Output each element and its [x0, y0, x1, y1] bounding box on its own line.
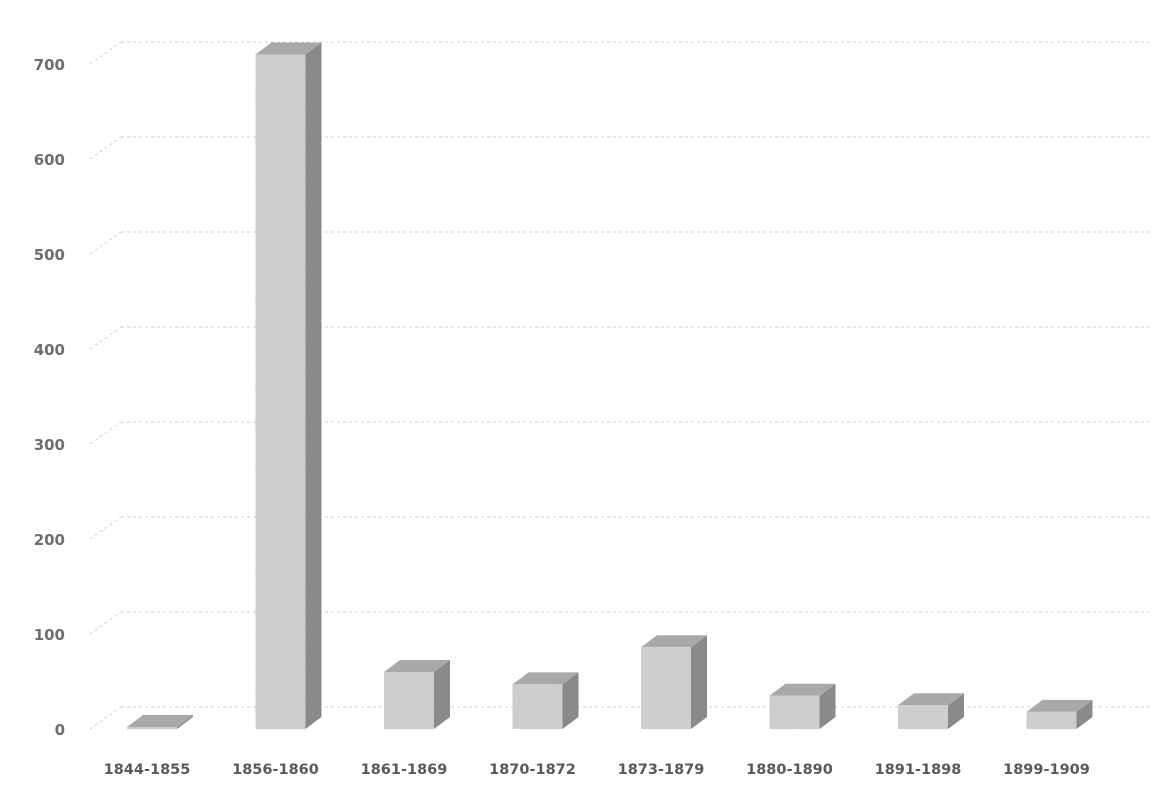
x-tick-label: 1899-1909	[1003, 762, 1090, 778]
bar-top	[512, 672, 579, 685]
bar-top	[384, 660, 450, 672]
bar	[384, 660, 450, 729]
bar-front	[769, 695, 820, 729]
bar	[641, 635, 707, 729]
bar	[1026, 699, 1093, 729]
bar-front	[512, 684, 563, 729]
x-tick-label: 1856-1860	[232, 762, 319, 778]
bar-side	[562, 672, 579, 729]
bar-top	[769, 683, 836, 696]
bar-front	[898, 705, 948, 729]
y-tick-label: 700	[34, 56, 65, 74]
y-tick-label: 600	[34, 151, 65, 169]
bar-front	[641, 647, 691, 729]
y-tick-label: 300	[34, 436, 65, 454]
bar-front	[384, 672, 434, 729]
x-tick-label: 1873-1879	[618, 762, 705, 778]
bar-top	[255, 42, 322, 55]
gridline-side	[89, 41, 122, 65]
bar-side	[305, 42, 322, 729]
x-axis-labels: 1844-1855 1856-1860 1861-1869 1870-1872 1873…	[104, 762, 1090, 778]
bar-side	[177, 715, 193, 729]
bar-side	[1076, 699, 1093, 729]
gridline-side	[89, 611, 122, 635]
gridline-side	[89, 516, 122, 540]
gridlines	[89, 41, 1150, 730]
y-tick-label: 200	[34, 531, 65, 549]
y-tick-label: 100	[34, 626, 65, 644]
y-axis-labels: 0 100 200 300 400 500 600 700	[34, 56, 65, 739]
x-tick-label: 1870-1872	[489, 762, 576, 778]
bar-side	[434, 660, 450, 729]
bar-front	[127, 727, 177, 729]
bars	[127, 42, 1093, 729]
y-tick-label: 0	[55, 721, 65, 739]
y-tick-label: 400	[34, 341, 65, 359]
bar	[512, 672, 579, 729]
bar-top	[898, 693, 964, 706]
gridline-side	[89, 421, 122, 445]
bar-top	[127, 715, 193, 727]
x-tick-label: 1891-1898	[875, 762, 962, 778]
bar-front	[1026, 711, 1077, 729]
gridline-side	[89, 231, 122, 255]
bar	[255, 42, 322, 729]
bar-top	[641, 635, 707, 648]
bar-side	[819, 683, 836, 729]
bar	[127, 715, 193, 729]
gridline-side	[89, 706, 122, 730]
bar-side	[691, 635, 707, 729]
bar-front	[255, 54, 306, 729]
x-tick-label: 1861-1869	[361, 762, 448, 778]
bar	[769, 683, 836, 729]
y-tick-label: 500	[34, 246, 65, 264]
bar-top	[1026, 699, 1093, 712]
bar	[898, 693, 964, 729]
gridline-side	[89, 136, 122, 160]
bar-side	[948, 693, 964, 729]
gridline-side	[89, 326, 122, 350]
x-tick-label: 1880-1890	[746, 762, 833, 778]
x-tick-label: 1844-1855	[104, 762, 191, 778]
